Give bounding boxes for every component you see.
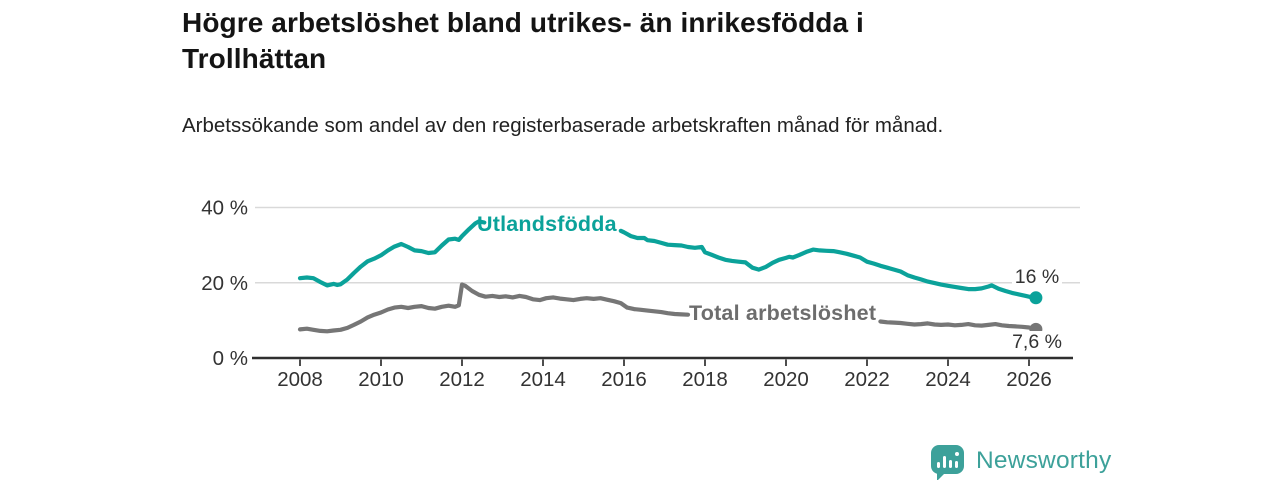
- bar-chart-speech-bubble-icon: [931, 445, 964, 474]
- newsworthy-logo: Newsworthy: [931, 444, 1111, 480]
- series-line-total: [297, 282, 691, 334]
- x-tick-label: 2010: [358, 368, 404, 391]
- series-line-utlandsfodda: [297, 219, 487, 288]
- logo-bar-icon: [942, 456, 946, 468]
- x-tick-label: 2024: [925, 368, 971, 391]
- end-dot-utlandsfodda: [1029, 291, 1043, 305]
- newsworthy-logo-icon: [931, 444, 964, 480]
- y-tick-label: 0 %: [213, 347, 248, 370]
- end-value-label-total: 7,6 %: [999, 331, 1075, 354]
- x-tick-label: 2020: [763, 368, 809, 391]
- x-tick-label: 2014: [520, 368, 566, 391]
- brand-name: Newsworthy: [976, 447, 1112, 474]
- x-tick-label: 2016: [601, 368, 647, 391]
- x-tick-label: 2022: [844, 368, 890, 391]
- end-value-label-utlandsfodda: 16 %: [999, 266, 1075, 289]
- page-title: Högre arbetslöshet bland utrikes- än inr…: [182, 7, 864, 75]
- series-label-utlandsfodda: Utlandsfödda: [477, 212, 617, 236]
- exclamation-icon: [954, 452, 959, 468]
- x-tick-label: 2026: [1006, 368, 1052, 391]
- series-line-utlandsfodda: [618, 228, 1039, 300]
- x-tick-label: 2018: [682, 368, 728, 391]
- chart-subtitle: Arbetssökande som andel av den registerb…: [182, 114, 944, 137]
- x-tick-label: 2008: [277, 368, 323, 391]
- logo-bar-icon: [948, 459, 952, 468]
- x-tick-label: 2012: [439, 368, 485, 391]
- series-label-total-arbetsloshet: Total arbetslöshet: [689, 301, 877, 325]
- series-line-total: [878, 319, 1039, 332]
- speech-bubble-tail-icon: [937, 473, 945, 480]
- logo-bar-icon: [936, 462, 940, 468]
- y-tick-label: 40 %: [201, 197, 248, 220]
- y-tick-label: 20 %: [201, 272, 248, 295]
